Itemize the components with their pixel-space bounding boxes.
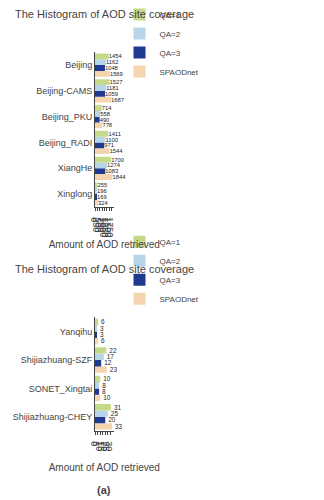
svg-text:750: 750 <box>96 217 106 232</box>
svg-text:1048: 1048 <box>105 65 118 71</box>
svg-text:1274: 1274 <box>107 162 121 168</box>
svg-text:6: 6 <box>101 318 105 325</box>
svg-text:QA=1: QA=1 <box>160 238 181 247</box>
svg-text:1454: 1454 <box>109 53 123 59</box>
svg-text:QA=2: QA=2 <box>160 257 181 266</box>
svg-text:1100: 1100 <box>105 137 117 143</box>
svg-text:Amount of AOD retrieved: Amount of AOD retrieved <box>49 462 160 473</box>
svg-text:169: 169 <box>97 194 107 200</box>
svg-text:1700: 1700 <box>111 157 124 163</box>
svg-text:250: 250 <box>91 217 101 232</box>
svg-text:30: 30 <box>104 441 114 451</box>
svg-text:8: 8 <box>102 388 106 395</box>
svg-text:17: 17 <box>107 353 115 360</box>
svg-text:6: 6 <box>101 337 105 344</box>
svg-text:1059: 1059 <box>105 91 118 97</box>
svg-text:XiangHe: XiangHe <box>58 163 93 173</box>
svg-text:(a): (a) <box>97 484 111 496</box>
svg-text:The Histogram of AOD site cove: The Histogram of AOD site coverage <box>15 8 194 20</box>
svg-text:3: 3 <box>100 325 104 332</box>
svg-text:714: 714 <box>102 105 112 111</box>
svg-text:255: 255 <box>97 182 107 188</box>
svg-text:Shijiazhuang-SZF: Shijiazhuang-SZF <box>21 355 93 365</box>
svg-text:Beijing_PKU: Beijing_PKU <box>42 112 93 122</box>
svg-text:QA=3: QA=3 <box>160 49 181 58</box>
svg-text:23: 23 <box>110 366 118 373</box>
svg-text:196: 196 <box>97 188 107 194</box>
svg-text:1687: 1687 <box>111 97 124 103</box>
svg-text:10: 10 <box>94 441 104 451</box>
svg-text:22: 22 <box>109 347 117 354</box>
svg-text:0: 0 <box>89 217 99 222</box>
svg-text:324: 324 <box>98 200 108 206</box>
svg-text:SPAODnet: SPAODnet <box>160 295 199 304</box>
svg-text:Beijing_RADI: Beijing_RADI <box>39 138 93 148</box>
svg-text:1844: 1844 <box>113 174 127 180</box>
svg-text:1544: 1544 <box>110 148 124 154</box>
svg-text:Amount of AOD retrieved: Amount of AOD retrieved <box>49 239 160 250</box>
svg-text:Shijiazhuang-CHEY: Shijiazhuang-CHEY <box>13 412 93 422</box>
svg-text:1181: 1181 <box>106 85 118 91</box>
svg-text:1162: 1162 <box>106 59 118 65</box>
svg-text:558: 558 <box>100 111 110 117</box>
svg-text:1083: 1083 <box>105 168 118 174</box>
svg-text:25: 25 <box>101 441 111 451</box>
svg-text:1411: 1411 <box>108 131 120 137</box>
svg-text:1000: 1000 <box>98 217 108 237</box>
svg-text:Xinglong: Xinglong <box>57 189 92 199</box>
svg-text:31: 31 <box>114 404 122 411</box>
svg-text:Beijing-CAMS: Beijing-CAMS <box>36 86 92 96</box>
svg-text:490: 490 <box>100 117 110 123</box>
svg-text:15: 15 <box>96 441 106 451</box>
svg-text:0: 0 <box>89 441 99 446</box>
svg-text:QA=3: QA=3 <box>160 276 181 285</box>
svg-text:1750: 1750 <box>105 217 115 237</box>
svg-text:Beijing: Beijing <box>65 60 92 70</box>
svg-text:The Histogram of AOD site cove: The Histogram of AOD site coverage <box>15 263 194 275</box>
svg-text:971: 971 <box>104 142 114 148</box>
svg-text:20: 20 <box>108 416 116 423</box>
svg-text:10: 10 <box>103 394 111 401</box>
svg-text:1569: 1569 <box>110 71 123 77</box>
svg-text:20: 20 <box>99 441 109 451</box>
svg-text:QA=1: QA=1 <box>160 11 181 20</box>
svg-text:500: 500 <box>93 217 103 232</box>
svg-text:1250: 1250 <box>100 217 110 237</box>
svg-text:QA=2: QA=2 <box>160 30 181 39</box>
svg-text:3: 3 <box>100 331 104 338</box>
svg-text:SONET_Xingtai: SONET_Xingtai <box>29 384 93 394</box>
svg-text:SPAODnet: SPAODnet <box>160 68 199 77</box>
svg-text:25: 25 <box>111 410 119 417</box>
svg-text:1500: 1500 <box>103 217 113 237</box>
svg-text:Yanqihu: Yanqihu <box>60 327 92 337</box>
svg-text:1527: 1527 <box>110 79 123 85</box>
svg-text:778: 778 <box>102 122 112 128</box>
svg-text:8: 8 <box>102 382 106 389</box>
svg-text:12: 12 <box>104 359 112 366</box>
svg-text:10: 10 <box>103 375 111 382</box>
svg-text:5: 5 <box>91 441 101 446</box>
svg-text:33: 33 <box>115 423 123 430</box>
